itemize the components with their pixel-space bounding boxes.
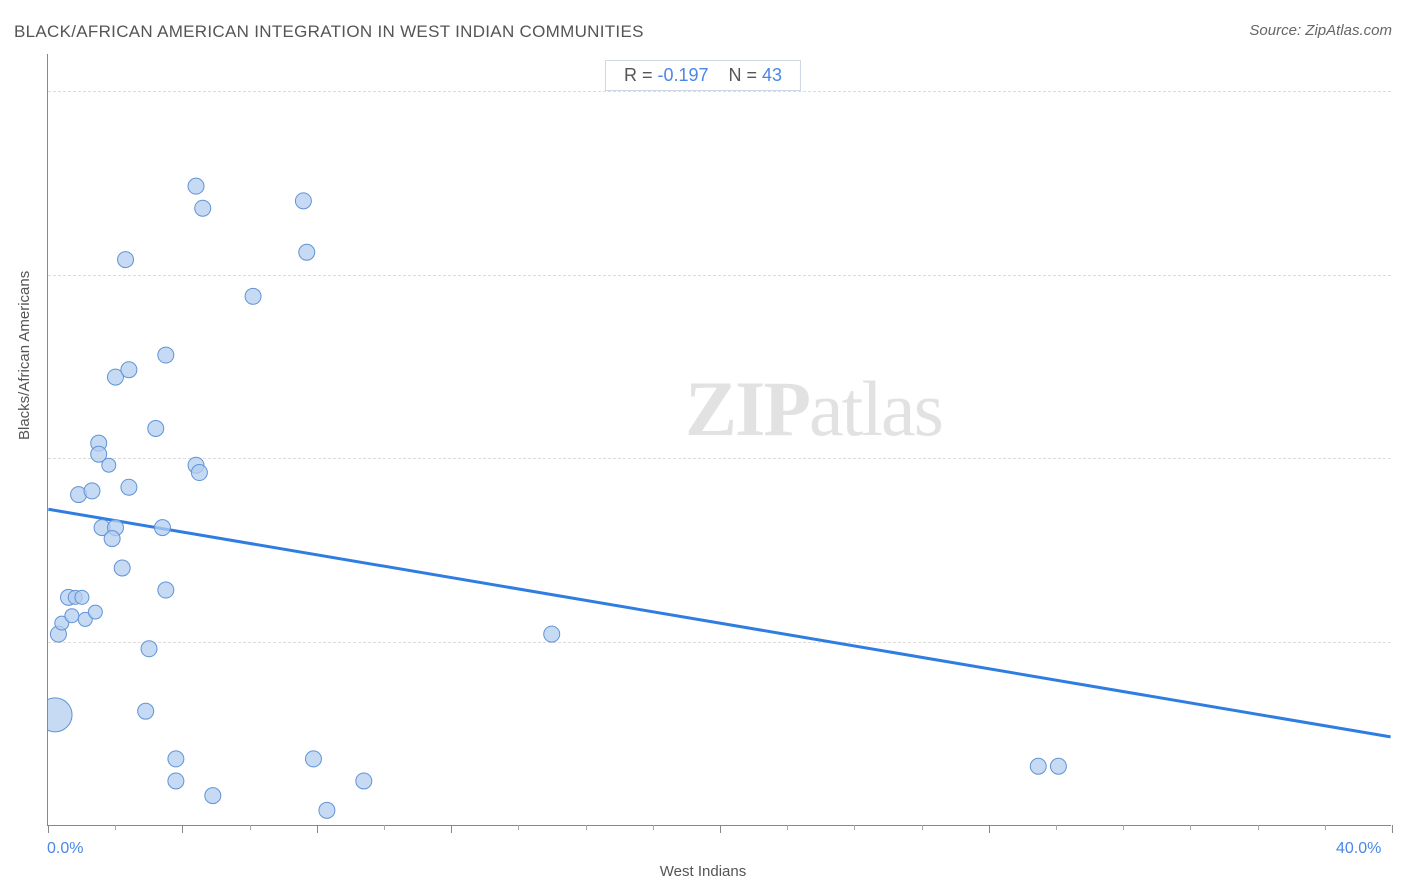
scatter-point xyxy=(191,465,207,481)
y-tick-label: 50.0% xyxy=(1395,449,1406,467)
x-tick xyxy=(451,825,452,833)
scatter-point xyxy=(295,193,311,209)
x-tick-minor xyxy=(115,825,116,830)
r-label: R = xyxy=(624,65,658,85)
scatter-point xyxy=(114,560,130,576)
x-axis-label: West Indians xyxy=(660,863,746,880)
scatter-point xyxy=(154,520,170,536)
scatter-point xyxy=(104,531,120,547)
y-tick-label: 100.0% xyxy=(1395,82,1406,100)
scatter-point xyxy=(305,751,321,767)
x-tick-label: 0.0% xyxy=(47,840,83,858)
scatter-point xyxy=(138,703,154,719)
source-attribution: Source: ZipAtlas.com xyxy=(1249,22,1392,39)
r-value: -0.197 xyxy=(657,65,708,85)
scatter-point xyxy=(102,458,116,472)
x-tick-minor xyxy=(384,825,385,830)
x-tick xyxy=(720,825,721,833)
scatter-point xyxy=(121,479,137,495)
y-tick-label: 75.0% xyxy=(1395,266,1406,284)
scatter-point xyxy=(1030,758,1046,774)
scatter-point xyxy=(356,773,372,789)
x-tick-minor xyxy=(250,825,251,830)
x-tick-minor xyxy=(1325,825,1326,830)
scatter-point xyxy=(88,605,102,619)
scatter-point xyxy=(158,582,174,598)
n-label: N = xyxy=(729,65,763,85)
scatter-point xyxy=(168,773,184,789)
scatter-point xyxy=(544,626,560,642)
x-tick-minor xyxy=(1258,825,1259,830)
scatter-point xyxy=(195,200,211,216)
scatter-point xyxy=(48,698,72,732)
scatter-point xyxy=(148,420,164,436)
n-value: 43 xyxy=(762,65,782,85)
scatter-point xyxy=(168,751,184,767)
scatter-point xyxy=(1050,758,1066,774)
x-tick-minor xyxy=(787,825,788,830)
scatter-point xyxy=(121,362,137,378)
chart-title: BLACK/AFRICAN AMERICAN INTEGRATION IN WE… xyxy=(14,22,644,41)
x-tick xyxy=(48,825,49,833)
scatter-point xyxy=(118,252,134,268)
scatter-point xyxy=(299,244,315,260)
scatter-point xyxy=(65,609,79,623)
x-tick-minor xyxy=(1123,825,1124,830)
x-tick xyxy=(182,825,183,833)
source-name: ZipAtlas.com xyxy=(1305,22,1392,39)
x-tick xyxy=(1392,825,1393,833)
x-tick-minor xyxy=(922,825,923,830)
x-tick-minor xyxy=(518,825,519,830)
x-tick-minor xyxy=(586,825,587,830)
scatter-point xyxy=(205,788,221,804)
x-tick xyxy=(989,825,990,833)
trend-line xyxy=(48,509,1390,737)
x-tick-minor xyxy=(653,825,654,830)
chart-plot-area: ZIPatlas 25.0%50.0%75.0%100.0% xyxy=(47,54,1391,826)
scatter-svg xyxy=(48,54,1391,825)
scatter-point xyxy=(158,347,174,363)
x-tick-minor xyxy=(854,825,855,830)
y-tick-label: 25.0% xyxy=(1395,633,1406,651)
x-tick-minor xyxy=(1056,825,1057,830)
x-tick-label: 40.0% xyxy=(1336,840,1381,858)
stats-box: R = -0.197 N = 43 xyxy=(605,60,801,91)
scatter-point xyxy=(188,178,204,194)
x-tick-minor xyxy=(1190,825,1191,830)
scatter-point xyxy=(141,641,157,657)
y-axis-label: Blacks/African Americans xyxy=(16,271,33,440)
scatter-point xyxy=(319,802,335,818)
x-tick xyxy=(317,825,318,833)
scatter-point xyxy=(84,483,100,499)
source-prefix: Source: xyxy=(1249,22,1305,39)
scatter-point xyxy=(75,590,89,604)
scatter-point xyxy=(245,288,261,304)
